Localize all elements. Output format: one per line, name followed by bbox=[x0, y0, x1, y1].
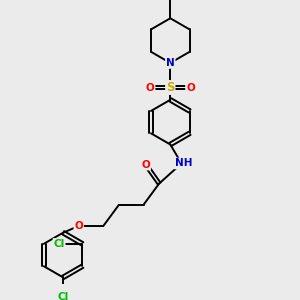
Text: O: O bbox=[74, 221, 83, 231]
Text: Cl: Cl bbox=[53, 239, 65, 249]
Text: O: O bbox=[186, 82, 195, 92]
Text: S: S bbox=[166, 81, 175, 94]
Text: O: O bbox=[141, 160, 150, 170]
Text: Cl: Cl bbox=[58, 292, 69, 300]
Text: O: O bbox=[146, 82, 154, 92]
Text: N: N bbox=[166, 58, 175, 68]
Text: NH: NH bbox=[175, 158, 192, 169]
